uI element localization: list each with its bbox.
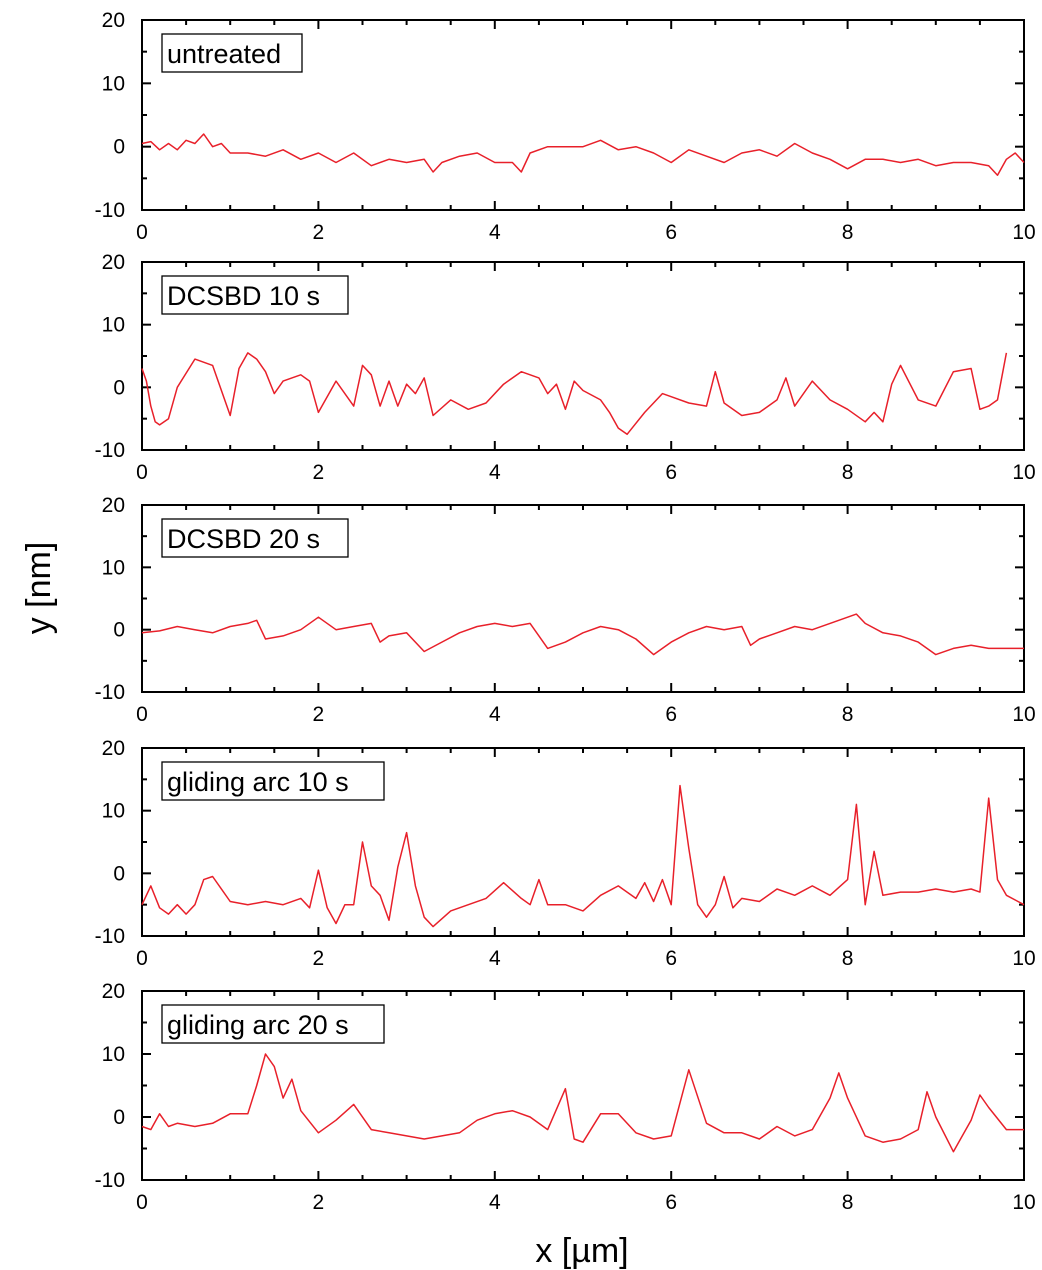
x-tick-label: 8 <box>842 1191 854 1214</box>
y-tick-label: 10 <box>102 314 125 337</box>
y-tick-label: 0 <box>113 862 125 885</box>
panel-label-box <box>161 1004 385 1044</box>
x-tick-label: 10 <box>1012 1191 1035 1214</box>
y-tick-label: 20 <box>102 737 125 760</box>
x-tick-label: 4 <box>489 221 501 244</box>
y-tick-label: 20 <box>102 494 125 517</box>
panel-4: 0 2 4 6 8 10 -10 0 10 20 gliding arc 10 s <box>95 737 1036 970</box>
y-tick-label: 10 <box>102 800 125 823</box>
y-tick-label: 20 <box>102 980 125 1003</box>
panel-label: DCSBD 10 s <box>167 281 320 311</box>
x-tick-label: 6 <box>665 461 677 484</box>
x-tick-label: 0 <box>136 461 148 484</box>
x-tick-label: 8 <box>842 703 854 726</box>
series-line-5 <box>141 1053 1024 1153</box>
y-tick-label: -10 <box>95 439 125 462</box>
x-tick-label: 10 <box>1012 221 1035 244</box>
panel-label: gliding arc 20 s <box>167 1010 349 1040</box>
panel-label-box <box>161 518 349 558</box>
x-tick-label: 0 <box>136 221 148 244</box>
panel-label: DCSBD 20 s <box>167 524 320 554</box>
x-tick-label: 10 <box>1012 461 1035 484</box>
x-tick-label: 2 <box>313 947 325 970</box>
x-tick-label: 6 <box>665 703 677 726</box>
x-tick-label: 6 <box>665 947 677 970</box>
panel-3: 0 2 4 6 8 10 -10 0 10 20 DCSBD 20 s <box>95 494 1036 726</box>
x-tick-label: 4 <box>489 461 501 484</box>
x-tick-label: 2 <box>313 1191 325 1214</box>
y-tick-label: 10 <box>102 72 125 95</box>
x-tick-label: 8 <box>842 461 854 484</box>
x-tick-label: 2 <box>313 461 325 484</box>
y-tick-label: 0 <box>113 619 125 642</box>
y-tick-label: 20 <box>102 9 125 32</box>
series-line-3 <box>141 613 1024 656</box>
x-tick-label: 10 <box>1012 703 1035 726</box>
series-line-1 <box>141 133 1025 176</box>
series-line-2 <box>141 352 1008 436</box>
panel-2: 0 2 4 6 8 10 -10 0 10 20 DCSBD 10 s <box>95 251 1036 484</box>
y-tick-label: -10 <box>95 199 125 222</box>
y-tick-label: -10 <box>95 1169 125 1192</box>
x-tick-label: 0 <box>136 1191 148 1214</box>
x-tick-label: 6 <box>665 221 677 244</box>
panel-label-box <box>161 761 385 801</box>
x-tick-label: 0 <box>136 703 148 726</box>
x-tick-label: 8 <box>842 947 854 970</box>
y-tick-label: 10 <box>102 1043 125 1066</box>
y-axis-title: y [nm] <box>20 542 58 635</box>
y-tick-label: 10 <box>102 556 125 579</box>
y-tick-label: 20 <box>102 251 125 274</box>
x-axis-title: x [µm] <box>535 1232 628 1270</box>
y-tick-label: -10 <box>95 681 125 704</box>
y-tick-label: 0 <box>113 376 125 399</box>
x-tick-label: 4 <box>489 1191 501 1214</box>
panel-label: untreated <box>167 39 281 69</box>
x-tick-label: 6 <box>665 1191 677 1214</box>
panel-5: 0 2 4 6 8 10 -10 0 10 20 gliding arc 20 s <box>95 980 1036 1214</box>
x-tick-label: 4 <box>489 703 501 726</box>
x-tick-label: 10 <box>1012 947 1035 970</box>
x-tick-label: 2 <box>313 703 325 726</box>
panel-label-box <box>161 33 303 73</box>
x-tick-label: 4 <box>489 947 501 970</box>
x-tick-label: 0 <box>136 947 148 970</box>
panel-label-box <box>161 275 349 315</box>
y-tick-label: 0 <box>113 1106 125 1129</box>
panel-label: gliding arc 10 s <box>167 767 349 797</box>
x-tick-label: 8 <box>842 221 854 244</box>
x-tick-label: 2 <box>313 221 325 244</box>
series-line-4 <box>141 784 1025 928</box>
panel-1: 0 2 4 6 8 10 -10 0 10 20 untreated <box>95 9 1036 244</box>
y-tick-label: 0 <box>113 136 125 159</box>
y-tick-label: -10 <box>95 925 125 948</box>
